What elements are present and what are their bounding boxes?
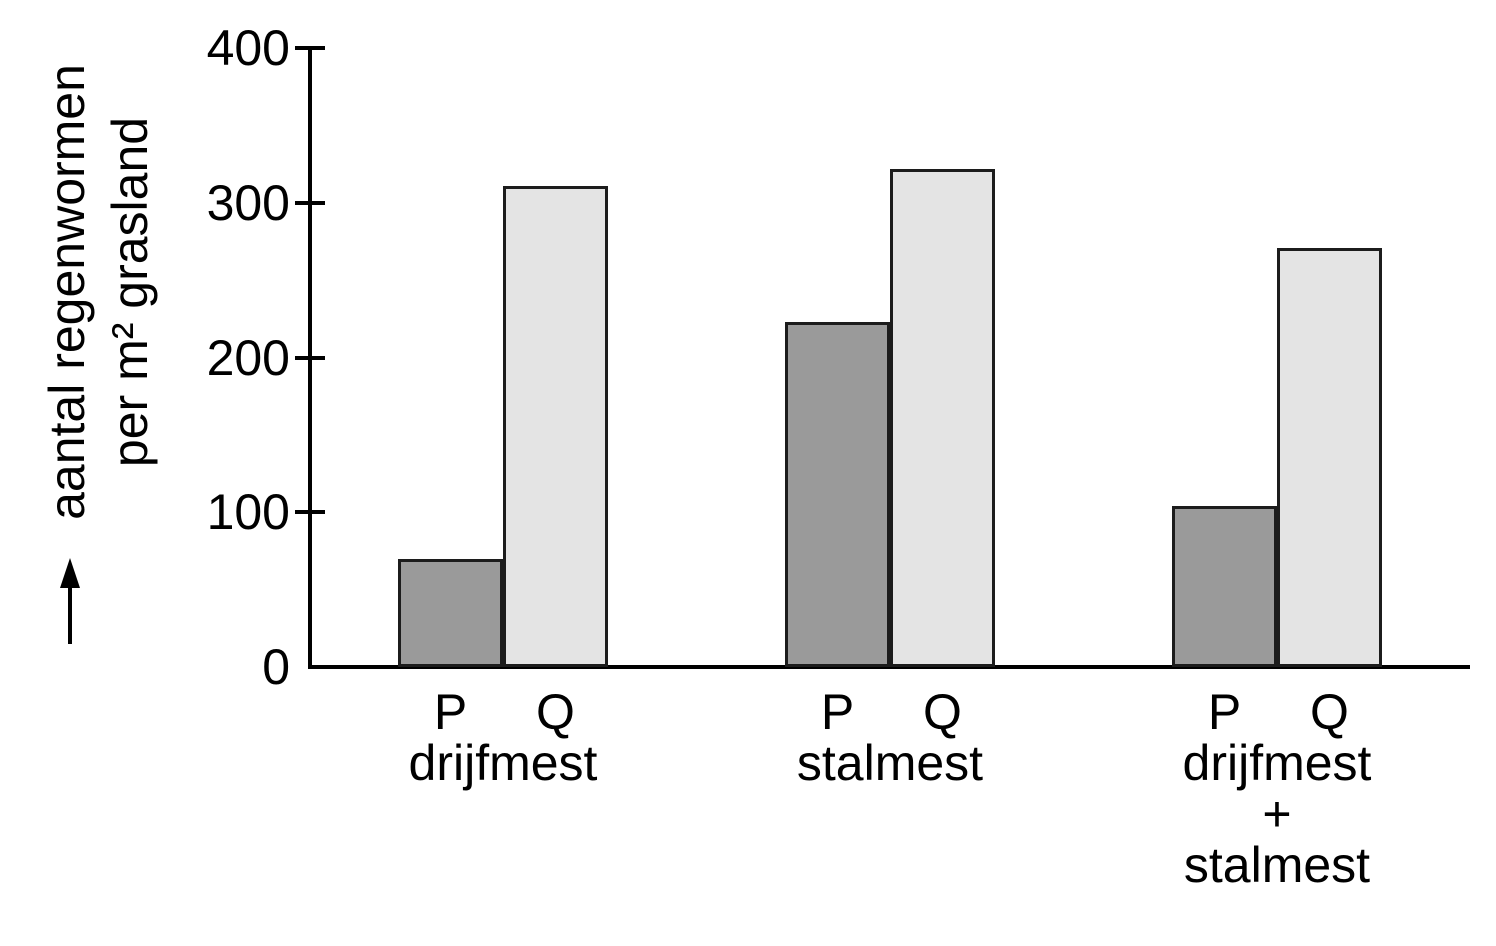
category-label-stalmest-line-1: stalmest [796, 735, 984, 791]
bar-P-stalmest [785, 322, 890, 667]
bar-letter-Q-group-3: Q [1310, 684, 1349, 740]
bar-P-drijfmest-+-stalmest [1172, 506, 1277, 667]
y-axis-label: aantal regenwormen per m² grasland [36, 22, 164, 562]
y-tick-label-300: 300 [206, 175, 290, 231]
y-axis-label-line-1: aantal regenwormen [39, 64, 95, 520]
bar-letter-P-group-1: P [433, 684, 468, 740]
bar-letter-Q-group-2: Q [923, 684, 962, 740]
y-tick-400 [295, 46, 325, 50]
bar-P-drijfmest [398, 559, 503, 667]
category-label-drijfmest-+-stalmest-line-2: + [1262, 786, 1292, 842]
category-label-drijfmest-+-stalmest-line-1: drijfmest [1182, 735, 1372, 791]
bar-Q-stalmest [890, 169, 995, 667]
x-axis-line [308, 665, 1470, 669]
y-axis-label-line-2: per m² grasland [102, 116, 158, 468]
y-tick-label-400: 400 [206, 20, 290, 76]
y-tick-label-0: 0 [262, 639, 290, 695]
category-label-drijfmest-line-1: drijfmest [408, 735, 598, 791]
bar-letter-P-group-2: P [820, 684, 855, 740]
category-label-drijfmest-+-stalmest-line-3: stalmest [1183, 837, 1371, 893]
bar-letter-P-group-3: P [1207, 684, 1242, 740]
y-tick-100 [295, 510, 325, 514]
y-tick-label-200: 200 [206, 330, 290, 386]
y-tick-300 [295, 201, 325, 205]
bar-letter-Q-group-1: Q [536, 684, 575, 740]
y-tick-200 [295, 356, 325, 360]
y-axis-up-arrow-icon [60, 558, 80, 644]
y-tick-label-100: 100 [206, 484, 290, 540]
bar-Q-drijfmest [503, 186, 608, 667]
bar-Q-drijfmest-+-stalmest [1277, 248, 1382, 667]
